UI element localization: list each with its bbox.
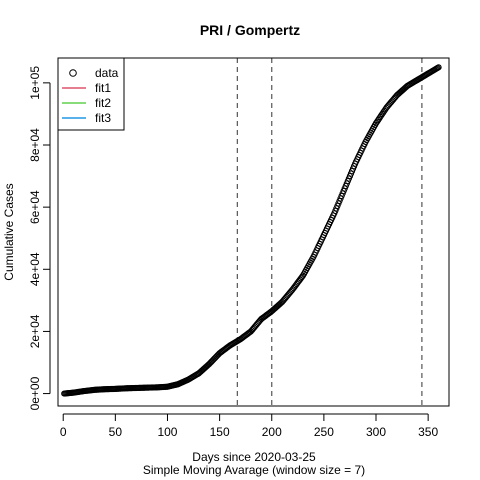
x-tick-label: 100 — [157, 425, 177, 439]
x-tick-label: 200 — [262, 425, 282, 439]
x-tick-label: 350 — [418, 425, 438, 439]
chart-title: PRI / Gompertz — [200, 22, 300, 38]
y-tick-label: 4e+04 — [28, 252, 42, 286]
y-tick-label: 1e+05 — [28, 66, 42, 100]
x-axis: 0 50 100 150 200 250 300 350 — [60, 413, 438, 439]
data-series — [61, 64, 442, 397]
x-tick-label: 250 — [314, 425, 334, 439]
y-tick-label: 6e+04 — [28, 190, 42, 224]
x-tick-label: 150 — [210, 425, 230, 439]
x-tick-label: 50 — [109, 425, 123, 439]
data-point — [435, 64, 442, 71]
y-tick-label: 0e+00 — [28, 376, 42, 410]
plot-border — [57, 57, 450, 407]
y-axis: 0e+00 2e+04 4e+04 6e+04 8e+04 1e+05 — [28, 66, 51, 410]
x-axis-label: Days since 2020-03-25 — [192, 450, 316, 464]
plot-area — [61, 58, 442, 406]
x-tick-label: 300 — [366, 425, 386, 439]
y-tick-label: 2e+04 — [28, 314, 42, 348]
x-tick-label: 0 — [60, 425, 67, 439]
legend-label-fit1: fit1 — [95, 81, 111, 95]
legend-label-fit3: fit3 — [95, 111, 111, 125]
x-axis-sublabel: Simple Moving Avarage (window size = 7) — [143, 463, 365, 477]
y-tick-label: 8e+04 — [28, 128, 42, 162]
legend-label-fit2: fit2 — [95, 96, 111, 110]
legend-marker-data — [69, 69, 77, 77]
y-axis-label: Cumulative Cases — [2, 183, 16, 280]
legend-label-data: data — [95, 66, 119, 80]
legend: data fit1 fit2 fit3 — [57, 57, 125, 131]
